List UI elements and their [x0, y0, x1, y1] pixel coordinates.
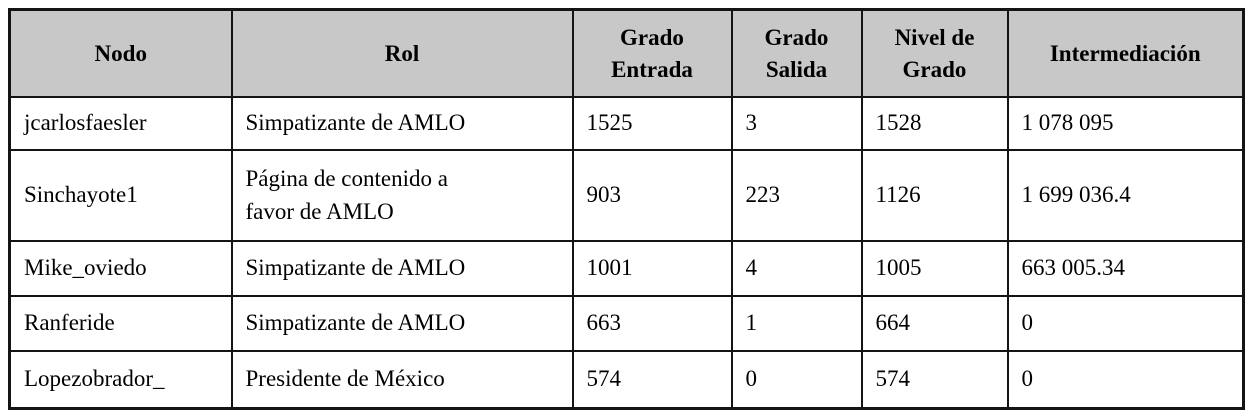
- cell-intermediacion: 0: [1006, 295, 1245, 352]
- column-header-grado-salida: Grado Salida: [730, 8, 863, 98]
- table-row: jcarlosfaesler Simpatizante de AMLO 1525…: [8, 96, 1245, 151]
- cell-nodo: Sinchayote1: [8, 149, 233, 242]
- cell-nivel-de-grado: 1126: [860, 149, 1009, 242]
- cell-grado-salida: 1: [730, 295, 863, 352]
- cell-nivel-de-grado: 1528: [860, 96, 1009, 151]
- cell-grado-salida: 3: [730, 96, 863, 151]
- cell-nodo: Ranferide: [8, 295, 233, 352]
- column-header-nivel-de-grado: Nivel de Grado: [860, 8, 1009, 98]
- cell-rol: Simpatizante de AMLO: [230, 295, 574, 352]
- cell-rol: Simpatizante de AMLO: [230, 96, 574, 151]
- cell-grado-salida: 0: [730, 350, 863, 410]
- table-row: Sinchayote1 Página de contenido a favor …: [8, 149, 1245, 242]
- table-row: Mike_oviedo Simpatizante de AMLO 1001 4 …: [8, 240, 1245, 297]
- cell-intermediacion: 0: [1006, 350, 1245, 410]
- cell-rol: Presidente de México: [230, 350, 574, 410]
- network-metrics-table: Nodo Rol Grado Entrada Grado Salida Nive…: [8, 8, 1245, 410]
- cell-intermediacion: 1 699 036.4: [1006, 149, 1245, 242]
- cell-grado-entrada: 903: [571, 149, 733, 242]
- cell-nodo: jcarlosfaesler: [8, 96, 233, 151]
- cell-grado-salida: 223: [730, 149, 863, 242]
- header-row: Nodo Rol Grado Entrada Grado Salida Nive…: [8, 8, 1245, 98]
- cell-grado-entrada: 574: [571, 350, 733, 410]
- cell-nivel-de-grado: 1005: [860, 240, 1009, 297]
- cell-nodo: Lopezobrador_: [8, 350, 233, 410]
- cell-nodo: Mike_oviedo: [8, 240, 233, 297]
- column-header-intermediacion: Intermediación: [1006, 8, 1245, 98]
- column-header-grado-entrada: Grado Entrada: [571, 8, 733, 98]
- cell-grado-salida: 4: [730, 240, 863, 297]
- table-row: Ranferide Simpatizante de AMLO 663 1 664…: [8, 295, 1245, 352]
- cell-grado-entrada: 1001: [571, 240, 733, 297]
- cell-grado-entrada: 663: [571, 295, 733, 352]
- column-header-rol: Rol: [230, 8, 574, 98]
- cell-rol: Simpatizante de AMLO: [230, 240, 574, 297]
- table-row: Lopezobrador_ Presidente de México 574 0…: [8, 350, 1245, 410]
- cell-intermediacion: 1 078 095: [1006, 96, 1245, 151]
- cell-nivel-de-grado: 574: [860, 350, 1009, 410]
- cell-nivel-de-grado: 664: [860, 295, 1009, 352]
- column-header-nodo: Nodo: [8, 8, 233, 98]
- cell-intermediacion: 663 005.34: [1006, 240, 1245, 297]
- cell-grado-entrada: 1525: [571, 96, 733, 151]
- cell-rol: Página de contenido a favor de AMLO: [230, 149, 574, 242]
